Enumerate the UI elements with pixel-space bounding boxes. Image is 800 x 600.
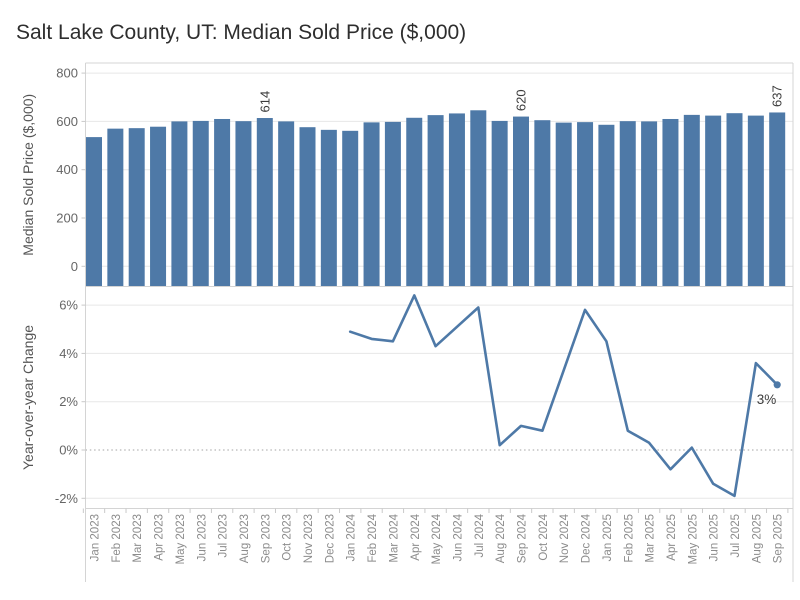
- bar-oct-2023[interactable]: [278, 121, 295, 287]
- x-tick-label-nov-2024: Nov 2024: [559, 513, 571, 563]
- bar-dec-2023[interactable]: [320, 129, 337, 287]
- x-tick-label-aug-2023: Aug 2023: [239, 514, 251, 563]
- bar-jun-2023[interactable]: [192, 120, 209, 287]
- bar-apr-2025[interactable]: [662, 118, 679, 287]
- bar-sep-2023[interactable]: [256, 118, 273, 287]
- bar-apr-2023[interactable]: [150, 126, 167, 287]
- bar-aug-2025[interactable]: [747, 115, 764, 287]
- x-tick-label-jul-2025: Jul 2025: [730, 514, 742, 557]
- x-tick-label-apr-2023: Apr 2023: [154, 514, 166, 561]
- x-tick-label-jul-2024: Jul 2024: [474, 513, 486, 557]
- bar-feb-2024[interactable]: [363, 122, 380, 287]
- bar-jan-2024[interactable]: [342, 130, 359, 287]
- bar-jul-2025[interactable]: [726, 113, 743, 287]
- bar-oct-2024[interactable]: [534, 120, 551, 287]
- x-tick-label-may-2023: May 2023: [175, 514, 187, 565]
- y-tick-label-price-200: 200: [56, 211, 78, 226]
- chart-title: Salt Lake County, UT: Median Sold Price …: [16, 21, 467, 44]
- x-tick-label-oct-2023: Oct 2023: [282, 514, 294, 561]
- x-tick-label-jun-2024: Jun 2024: [452, 513, 464, 561]
- x-tick-label-feb-2024: Feb 2024: [367, 513, 379, 562]
- x-tick-label-jun-2025: Jun 2025: [709, 514, 721, 561]
- yoy-last-point-marker[interactable]: [773, 381, 781, 389]
- y-axis-title-yoy: Year-over-year Change: [20, 325, 36, 470]
- x-tick-label-dec-2024: Dec 2024: [581, 513, 593, 563]
- bar-dec-2024[interactable]: [577, 122, 594, 287]
- x-tick-label-mar-2025: Mar 2025: [645, 514, 657, 563]
- x-tick-label-sep-2023: Sep 2023: [260, 514, 272, 563]
- bar-aug-2024[interactable]: [491, 120, 508, 287]
- x-tick-label-nov-2023: Nov 2023: [303, 514, 315, 563]
- bar-jul-2024[interactable]: [470, 110, 487, 287]
- bar-jun-2025[interactable]: [705, 115, 722, 287]
- x-tick-label-may-2024: May 2024: [431, 513, 443, 564]
- bar-value-label-sep-2024: 620: [514, 89, 529, 111]
- bar-mar-2025[interactable]: [641, 121, 658, 287]
- x-tick-label-jan-2023: Jan 2023: [90, 514, 102, 561]
- bar-nov-2024[interactable]: [555, 122, 572, 287]
- bar-aug-2023[interactable]: [235, 121, 252, 287]
- bar-may-2023[interactable]: [171, 121, 188, 287]
- bar-apr-2024[interactable]: [406, 117, 423, 287]
- x-tick-label-mar-2024: Mar 2024: [388, 513, 400, 562]
- x-tick-label-dec-2023: Dec 2023: [324, 514, 336, 563]
- x-tick-label-apr-2025: Apr 2025: [666, 514, 678, 561]
- bar-sep-2025[interactable]: [769, 112, 786, 287]
- x-tick-label-oct-2024: Oct 2024: [538, 513, 550, 560]
- x-tick-label-mar-2023: Mar 2023: [132, 514, 144, 563]
- x-tick-label-may-2025: May 2025: [687, 514, 699, 565]
- bar-may-2025[interactable]: [683, 114, 700, 287]
- bar-feb-2025[interactable]: [619, 121, 636, 287]
- y-tick-label-price-0: 0: [71, 259, 78, 274]
- bar-jun-2024[interactable]: [448, 113, 465, 287]
- bar-may-2024[interactable]: [427, 115, 444, 287]
- x-tick-label-sep-2025: Sep 2025: [773, 514, 785, 563]
- x-tick-label-aug-2024: Aug 2024: [495, 513, 507, 563]
- y-axis-title-median-price: Median Sold Price ($,000): [20, 94, 36, 256]
- bar-nov-2023[interactable]: [299, 127, 316, 287]
- bar-value-label-sep-2023: 614: [257, 91, 272, 113]
- bar-value-label-sep-2025: 637: [770, 85, 785, 107]
- x-tick-label-jan-2025: Jan 2025: [602, 514, 614, 561]
- x-tick-label-apr-2024: Apr 2024: [410, 513, 422, 560]
- x-tick-label-feb-2025: Feb 2025: [623, 514, 635, 563]
- x-tick-label-sep-2024: Sep 2024: [517, 513, 529, 563]
- bar-jan-2025[interactable]: [598, 124, 615, 287]
- y-tick-label-yoy-2-: 2%: [59, 394, 78, 409]
- y-tick-label-yoy-4-: 4%: [59, 346, 78, 361]
- x-tick-label-jul-2023: Jul 2023: [218, 514, 230, 557]
- bar-jul-2023[interactable]: [214, 118, 231, 287]
- yoy-last-value-label: 3%: [757, 392, 777, 407]
- x-tick-label-jan-2024: Jan 2024: [346, 513, 358, 561]
- y-tick-label-yoy--2-: -2%: [55, 491, 79, 506]
- y-tick-label-price-600: 600: [56, 114, 78, 129]
- bar-jan-2023[interactable]: [86, 137, 102, 287]
- bar-mar-2024[interactable]: [384, 121, 401, 287]
- bar-sep-2024[interactable]: [513, 116, 529, 287]
- y-tick-label-price-800: 800: [56, 66, 78, 81]
- x-tick-label-aug-2025: Aug 2025: [751, 514, 763, 563]
- bar-mar-2023[interactable]: [128, 128, 145, 287]
- y-tick-label-price-400: 400: [56, 162, 78, 177]
- x-tick-label-feb-2023: Feb 2023: [111, 514, 123, 563]
- y-tick-label-yoy-0-: 0%: [59, 443, 78, 458]
- bar-feb-2023[interactable]: [107, 128, 124, 287]
- y-tick-label-yoy-6-: 6%: [59, 298, 78, 313]
- yoy-line[interactable]: [348, 294, 779, 498]
- x-tick-label-jun-2023: Jun 2023: [196, 514, 208, 561]
